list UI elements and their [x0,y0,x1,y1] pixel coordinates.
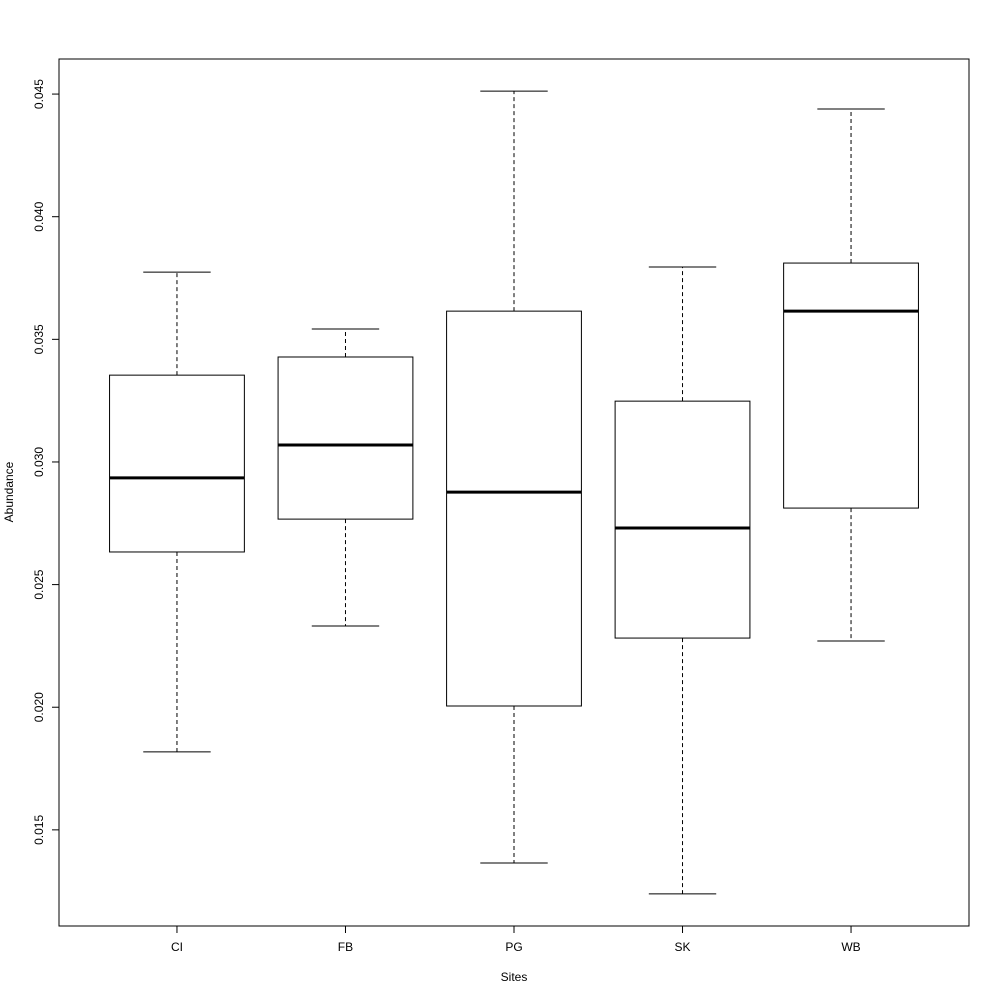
y-axis-title: Abundance [2,461,16,522]
box [783,262,919,509]
box [614,400,751,639]
x-tick-label: WB [841,940,860,954]
box [277,356,414,520]
x-axis-title: Sites [501,970,528,984]
y-tick-label: 0.045 [32,79,46,109]
x-tick-label: PG [505,940,522,954]
y-tick-label: 0.015 [32,815,46,845]
y-tick-label: 0.025 [32,569,46,599]
y-tick-label: 0.035 [32,324,46,354]
y-tick-label: 0.030 [32,447,46,477]
box [446,310,582,707]
x-tick-label: SK [675,940,691,954]
box [109,374,245,553]
y-tick-label: 0.020 [32,692,46,722]
y-tick-label: 0.040 [32,201,46,231]
x-tick-label: FB [338,940,353,954]
x-tick-label: CI [171,940,183,954]
